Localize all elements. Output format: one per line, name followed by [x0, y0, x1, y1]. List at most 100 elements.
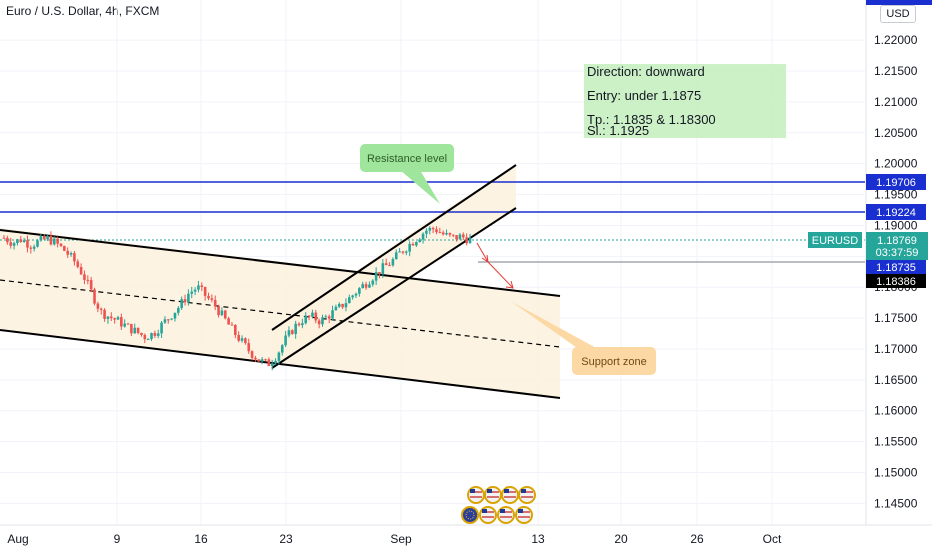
x-tick: Aug [7, 532, 28, 546]
level-tag-1[interactable] [866, 174, 926, 190]
candle-body [39, 236, 43, 241]
y-tick: 1.22000 [874, 33, 918, 47]
analysis-note-box[interactable] [584, 64, 786, 138]
candle-body [294, 323, 297, 335]
candle-body [76, 261, 80, 268]
candle-body [99, 308, 103, 310]
candle-body [193, 289, 197, 292]
candle-body [418, 239, 422, 243]
candle-body [435, 229, 438, 233]
support-callout[interactable]: Support zone [512, 302, 656, 375]
y-tick: 1.21000 [874, 95, 918, 109]
rising-channel-top[interactable] [271, 164, 517, 331]
level-tag-4[interactable] [866, 274, 926, 288]
eu-flag-icon [461, 506, 479, 524]
currency-button[interactable]: USD [880, 5, 916, 23]
candle-body [150, 332, 153, 339]
candle-body [190, 291, 194, 294]
candle-body [394, 252, 398, 260]
candle-body [254, 357, 257, 360]
candle-body [22, 240, 26, 242]
level-tag-2[interactable] [866, 204, 926, 220]
candle-body [106, 316, 110, 319]
candle-body [36, 240, 39, 247]
candle-body [267, 359, 271, 367]
level-tag-3[interactable] [866, 260, 926, 274]
candle-body [421, 233, 425, 240]
candle-body [458, 234, 462, 240]
candle-body [247, 343, 251, 352]
candle-body [12, 243, 16, 246]
candle-body [237, 334, 240, 341]
candle-body [2, 237, 6, 239]
level-tag-3-text: 1.18735 [876, 262, 916, 274]
candle-body [130, 324, 133, 334]
candle-body [19, 239, 23, 242]
candle-body [287, 330, 291, 336]
candle-body [83, 274, 86, 280]
candle-body [341, 303, 344, 308]
symbol-tag[interactable] [808, 232, 862, 248]
candle-body [217, 306, 220, 316]
resistance-callout[interactable]: Resistance level [360, 144, 454, 204]
candle-body [240, 338, 244, 341]
x-tick: Oct [763, 532, 782, 546]
candle-body [461, 234, 465, 238]
y-tick: 1.17500 [874, 311, 918, 325]
candle-body [291, 330, 294, 335]
candle-body [146, 338, 150, 340]
candle-body [46, 235, 49, 240]
candle-body [120, 317, 123, 327]
candle-body [109, 316, 113, 319]
candle-body [234, 325, 237, 335]
candle-body [6, 237, 9, 243]
candle-body [200, 285, 204, 287]
candle-body [223, 310, 227, 319]
candle-body [264, 359, 267, 361]
y-tick: 1.16000 [874, 404, 918, 418]
candle-body [123, 323, 126, 327]
falling-channel-top[interactable] [0, 229, 561, 297]
candle-body [59, 243, 63, 247]
candle-body [441, 232, 445, 235]
candle-body [351, 295, 354, 298]
economic-events[interactable] [461, 486, 536, 524]
candle-body [307, 315, 311, 317]
candle-body [16, 239, 19, 244]
candle-body [381, 263, 385, 275]
candle-body [317, 320, 321, 325]
level-tag-4-text: 1.18386 [876, 276, 916, 288]
candle-body [391, 259, 395, 266]
x-tick: Sep [390, 532, 412, 546]
candle-body [361, 284, 365, 289]
candle-body [244, 338, 247, 344]
candle-body [49, 235, 53, 245]
candles [2, 226, 472, 371]
symbol-title: Euro / U.S. Dollar, 4h, FXCM [6, 4, 160, 18]
level-tag-2-text: 1.19224 [876, 207, 916, 219]
symbol-tag-text: EURUSD [812, 235, 859, 247]
x-tick: 26 [690, 532, 704, 546]
candle-body [73, 253, 76, 262]
candle-body [455, 235, 458, 240]
time-axis: Aug 9 16 23 Sep 13 20 26 Oct [7, 532, 782, 546]
candle-body [96, 303, 100, 309]
candle-body [170, 318, 173, 320]
note-stop-loss: Sl.: 1.1925 [587, 123, 649, 138]
candle-body [63, 246, 66, 251]
candle-body [388, 265, 391, 267]
candle-body [277, 352, 281, 361]
current-price-tag[interactable] [866, 232, 928, 260]
candle-body [324, 316, 328, 318]
candle-body [163, 319, 167, 323]
y-tick: 1.16500 [874, 373, 918, 387]
candle-body [331, 310, 334, 319]
candle-body [32, 246, 36, 249]
candle-body [304, 315, 308, 324]
candle-body [177, 307, 180, 313]
candle-body [197, 285, 200, 290]
falling-channel-bottom[interactable] [0, 329, 561, 399]
note-entry: Entry: under 1.1875 [587, 88, 701, 103]
rising-channel-bottom[interactable] [271, 207, 517, 369]
